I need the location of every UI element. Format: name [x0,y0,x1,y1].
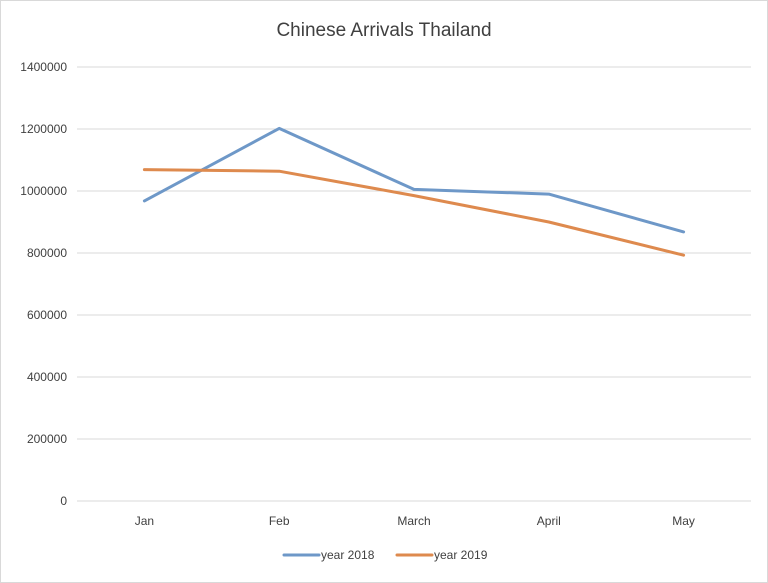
x-tick-label: Feb [269,514,290,528]
x-tick-label: Jan [135,514,154,528]
y-tick-label: 1000000 [20,184,67,198]
y-tick-label: 1400000 [20,60,67,74]
y-tick-label: 800000 [27,246,67,260]
x-tick-label: May [672,514,695,528]
y-tick-label: 600000 [27,308,67,322]
x-tick-label: April [537,514,561,528]
legend: year 2018 year 2019 [282,548,488,562]
chart-title: Chinese Arrivals Thailand [276,20,491,41]
y-tick-label: 1200000 [20,122,67,136]
x-axis-tick-labels: Jan Feb March April May [135,514,695,528]
y-tick-label: 0 [60,494,67,508]
series-line-1 [142,126,686,234]
y-axis-tick-labels: 0 200000 400000 600000 800000 1000000 1200000 1… [20,60,67,508]
legend-label-1: year 2018 [321,548,375,562]
y-tick-label: 200000 [27,432,67,446]
x-tick-label: March [397,514,430,528]
y-tick-label: 400000 [27,370,67,384]
legend-label-2: year 2019 [434,548,488,562]
series-lines [142,126,686,257]
gridlines [77,66,751,502]
series-line-2 [142,168,686,257]
